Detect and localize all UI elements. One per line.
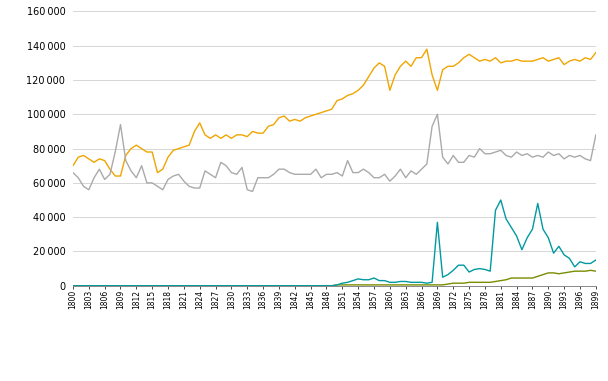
Line: Invandringar: Invandringar [73, 271, 596, 286]
Döda [434, 112, 441, 117]
Utvandringar [381, 278, 389, 283]
Utvandringar [592, 258, 599, 262]
Utvandringar [571, 264, 578, 269]
Döda [561, 157, 568, 161]
Döda [344, 158, 351, 163]
Födda [344, 93, 351, 98]
Invandringar [69, 283, 77, 288]
Invandringar [381, 283, 389, 287]
Döda [170, 174, 177, 178]
Invandringar [550, 271, 558, 275]
Födda [69, 163, 77, 168]
Invandringar [566, 270, 573, 274]
Döda [191, 186, 198, 190]
Legend: Födda, Döda, Invandringar, Utvandringar: Födda, Döda, Invandringar, Utvandringar [152, 379, 517, 381]
Födda [423, 47, 430, 51]
Födda [111, 174, 119, 178]
Födda [175, 146, 182, 151]
Utvandringar [339, 281, 346, 285]
Döda [592, 133, 599, 137]
Line: Utvandringar: Utvandringar [73, 200, 596, 286]
Invandringar [191, 283, 198, 288]
Födda [561, 62, 568, 67]
Födda [196, 120, 203, 125]
Invandringar [587, 268, 594, 273]
Födda [386, 88, 393, 93]
Födda [592, 50, 599, 55]
Invandringar [170, 283, 177, 288]
Invandringar [592, 269, 599, 274]
Utvandringar [69, 283, 77, 288]
Utvandringar [497, 198, 505, 202]
Utvandringar [191, 283, 198, 288]
Utvandringar [555, 244, 562, 248]
Döda [386, 179, 393, 184]
Invandringar [339, 283, 346, 287]
Döda [576, 153, 584, 158]
Utvandringar [170, 283, 177, 288]
Line: Födda: Födda [73, 49, 596, 176]
Döda [249, 189, 256, 194]
Döda [69, 170, 77, 175]
Line: Döda: Döda [73, 114, 596, 191]
Födda [576, 59, 584, 63]
